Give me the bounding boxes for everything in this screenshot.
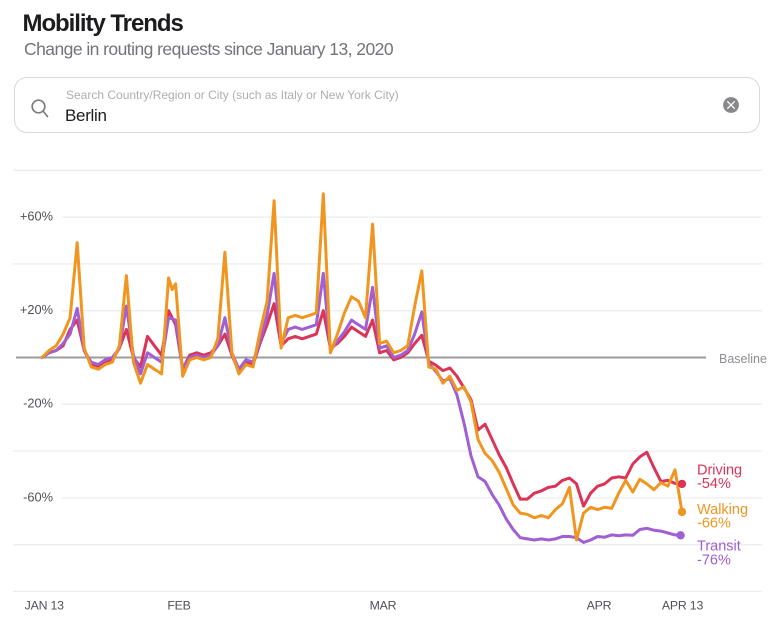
svg-text:+20%: +20%	[20, 302, 53, 317]
svg-text:JAN 13: JAN 13	[25, 598, 64, 612]
svg-text:-60%: -60%	[23, 489, 53, 504]
svg-text:Driving: Driving	[697, 462, 742, 478]
svg-text:-66%: -66%	[697, 516, 731, 532]
svg-text:Baseline: Baseline	[719, 352, 767, 366]
svg-text:-54%: -54%	[697, 476, 731, 492]
svg-text:Walking: Walking	[697, 502, 748, 518]
svg-text:FEB: FEB	[167, 598, 190, 612]
svg-text:MAR: MAR	[370, 598, 397, 612]
svg-text:APR 13: APR 13	[662, 598, 704, 612]
svg-text:-20%: -20%	[23, 396, 53, 411]
svg-text:-76%: -76%	[697, 553, 731, 569]
svg-text:+60%: +60%	[20, 209, 53, 224]
svg-text:APR: APR	[587, 598, 612, 612]
svg-text:Transit: Transit	[697, 539, 741, 555]
